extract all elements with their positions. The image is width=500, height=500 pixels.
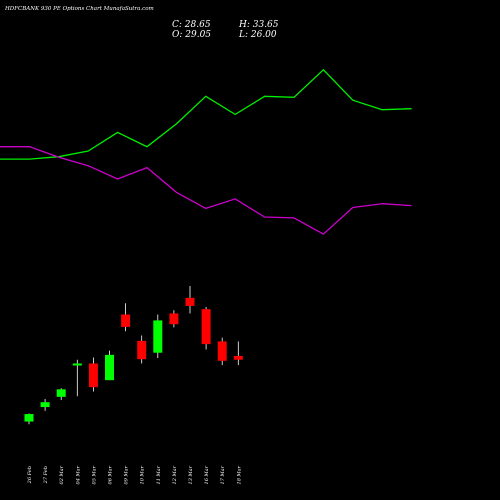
indicator-lines — [0, 68, 412, 235]
open-readout: O: 29.05 — [172, 30, 211, 40]
x-tick-label: 05 Mar — [91, 465, 97, 484]
x-tick-label: 09 Mar — [124, 465, 130, 484]
candle — [217, 337, 227, 366]
candle — [88, 357, 98, 392]
candle-body — [121, 314, 131, 327]
x-tick-label: 13 Mar — [188, 465, 194, 484]
series-line-green — [0, 68, 412, 160]
candle — [201, 306, 211, 350]
candle-body — [72, 363, 82, 366]
low-readout: L: 26.00 — [238, 30, 277, 40]
candle-body — [185, 297, 195, 306]
x-tick-label: 06 Mar — [108, 465, 114, 484]
candle — [169, 310, 179, 328]
candle-body — [169, 313, 179, 325]
candle-body — [56, 389, 66, 397]
x-tick-label: 16 Mar — [204, 465, 210, 484]
candle — [233, 341, 243, 366]
candle-body — [137, 340, 147, 360]
candle — [153, 314, 163, 359]
x-tick-label: 10 Mar — [140, 465, 146, 484]
x-tick-label: 12 Mar — [172, 465, 178, 484]
x-tick-label: 26 Feb — [27, 466, 33, 484]
candle-body — [40, 402, 50, 408]
x-axis-labels: 26 Feb 27 Feb 02 Mar 04 Mar 05 Mar 06 Mar 09 M… — [27, 465, 242, 484]
x-tick-label: 04 Mar — [75, 465, 81, 484]
candle — [40, 398, 50, 411]
x-tick-label: 17 Mar — [220, 465, 226, 484]
candle — [121, 303, 131, 332]
high-readout: H: 33.65 — [238, 20, 279, 30]
candle — [105, 350, 114, 381]
candle-body — [201, 309, 211, 345]
candle — [137, 335, 147, 364]
candle — [24, 413, 34, 425]
candle-body — [153, 320, 163, 353]
candle-body — [105, 354, 114, 381]
close-readout: C: 28.65 — [172, 20, 211, 30]
candle-body — [217, 341, 227, 361]
chart-title: HDFCBANK 930 PE Options Chart MunafaSutr… — [4, 6, 154, 12]
candle — [72, 359, 82, 397]
x-tick-label: 27 Feb — [43, 466, 49, 484]
x-tick-label: 18 Mar — [236, 465, 242, 484]
candle — [185, 286, 195, 314]
candle-body — [233, 355, 243, 360]
candle-body — [24, 414, 34, 422]
series-line-magenta — [0, 146, 412, 235]
candle — [56, 388, 66, 401]
x-tick-label: 02 Mar — [59, 465, 65, 484]
candlestick-series — [24, 286, 243, 425]
x-tick-label: 11 Mar — [156, 465, 162, 484]
candle-body — [88, 363, 98, 388]
